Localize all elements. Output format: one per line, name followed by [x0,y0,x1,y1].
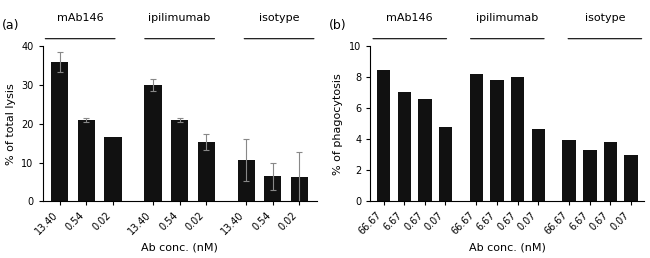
Bar [51,62,68,201]
Bar [398,92,411,201]
Bar [198,142,215,201]
Bar [470,74,483,201]
Bar [583,150,597,201]
Bar [418,99,432,201]
X-axis label: Ab conc. (nM): Ab conc. (nM) [141,242,218,252]
Bar [439,127,452,201]
Y-axis label: % of phagocytosis: % of phagocytosis [333,73,343,175]
Bar [604,142,617,201]
Text: (b): (b) [329,19,346,31]
Text: mAb146: mAb146 [57,13,103,23]
Text: ipilimumab: ipilimumab [476,13,538,23]
Bar [264,176,281,201]
Bar [562,140,576,201]
Bar [377,70,391,201]
Text: ipilimumab: ipilimumab [148,13,211,23]
Bar [78,120,95,201]
Bar [625,155,638,201]
Bar [532,129,545,201]
Text: isotype: isotype [584,13,625,23]
Text: (a): (a) [1,19,19,31]
Bar [291,177,308,201]
Text: mAb146: mAb146 [387,13,433,23]
Bar [511,77,525,201]
Bar [237,160,255,201]
Y-axis label: % of total lysis: % of total lysis [6,83,16,165]
Bar [490,80,504,201]
Bar [105,138,122,201]
Bar [144,85,162,201]
X-axis label: Ab conc. (nM): Ab conc. (nM) [469,243,546,252]
Text: isotype: isotype [259,13,300,23]
Bar [171,120,188,201]
